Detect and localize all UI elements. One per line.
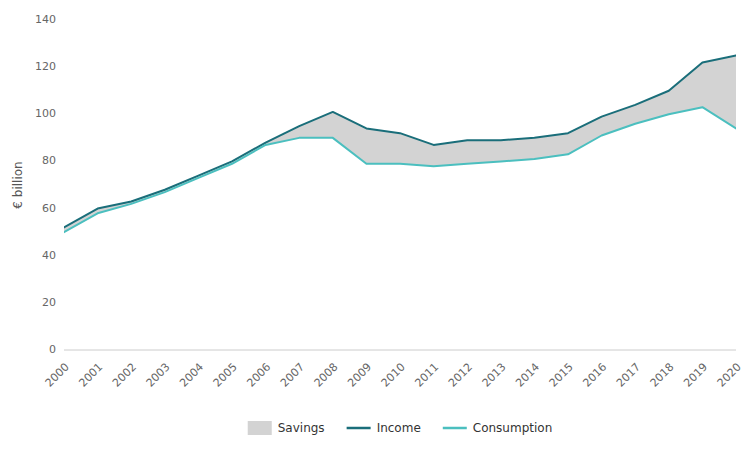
series-line	[64, 55, 736, 227]
x-tick-label: 2008	[312, 361, 341, 390]
x-tick-label: 2002	[110, 361, 139, 390]
y-tick-label: 40	[42, 249, 56, 262]
savings-area	[64, 55, 736, 232]
legend-label: Income	[377, 421, 421, 435]
x-tick-label: 2015	[547, 361, 576, 390]
legend-item: Income	[347, 421, 421, 435]
legend-item: Consumption	[443, 421, 552, 435]
y-tick-label: 0	[49, 343, 56, 356]
x-tick-label: 2010	[379, 361, 408, 390]
x-tick-label: 2000	[43, 361, 72, 390]
legend-item: Savings	[248, 421, 325, 436]
legend-swatch	[248, 421, 272, 435]
x-tick-label: 2011	[412, 361, 441, 390]
y-axis-label: € billion	[11, 161, 25, 208]
x-tick-label: 2009	[345, 361, 374, 390]
x-tick-label: 2003	[144, 361, 173, 390]
x-tick-label: 2001	[76, 361, 105, 390]
x-tick-label: 2018	[648, 361, 677, 390]
y-tick-label: 80	[42, 154, 56, 167]
x-tick-label: 2006	[244, 361, 273, 390]
x-tick-label: 2016	[580, 361, 609, 390]
legend: Savings Income Consumption	[248, 421, 553, 436]
legend-swatch	[347, 427, 371, 430]
x-tick-label: 2013	[480, 361, 509, 390]
x-tick-label: 2007	[278, 361, 307, 390]
x-tick-label: 2017	[614, 361, 643, 390]
x-tick-label: 2020	[715, 361, 744, 390]
legend-label: Savings	[278, 421, 325, 435]
x-tick-label: 2005	[211, 361, 240, 390]
y-tick-label: 20	[42, 296, 56, 309]
plot-area	[64, 55, 736, 232]
legend-label: Consumption	[473, 421, 552, 435]
x-tick-label: 2012	[446, 361, 475, 390]
legend-swatch	[443, 427, 467, 430]
y-tick-label: 140	[35, 13, 56, 26]
chart: 2000200120022003200420052006200720082009…	[0, 0, 756, 450]
x-tick-label: 2014	[513, 361, 542, 390]
y-tick-label: 120	[35, 60, 56, 73]
y-tick-label: 60	[42, 202, 56, 215]
x-axis-line	[64, 350, 736, 351]
y-tick-label: 100	[35, 107, 56, 120]
x-tick-label: 2004	[177, 361, 206, 390]
series-line	[64, 107, 736, 232]
x-tick-label: 2019	[681, 361, 710, 390]
